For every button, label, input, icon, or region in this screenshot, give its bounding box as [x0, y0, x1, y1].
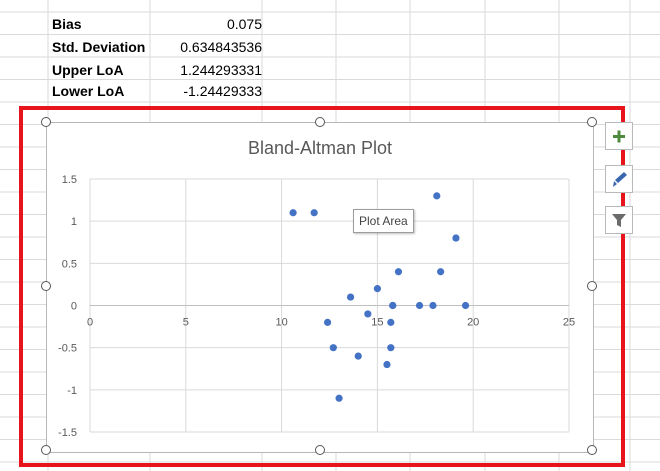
- bias-value[interactable]: 0.075: [226, 16, 262, 32]
- selection-highlight-box: [19, 106, 625, 467]
- chart-styles-button[interactable]: [605, 165, 633, 193]
- resize-handle-bottom-left[interactable]: [41, 445, 51, 455]
- y-tick-label: 1.5: [62, 174, 77, 186]
- chart-filters-button[interactable]: [605, 206, 633, 234]
- data-point[interactable]: [323, 318, 332, 326]
- std-deviation-label[interactable]: Std. Deviation: [52, 39, 146, 55]
- upper-loa-value[interactable]: 1.244293331: [180, 62, 262, 78]
- std-deviation-value[interactable]: 0.634843536: [180, 39, 262, 55]
- resize-handle-top[interactable]: [315, 117, 325, 127]
- data-point[interactable]: [437, 268, 445, 276]
- data-point[interactable]: [389, 301, 397, 310]
- resize-handle-bottom-right[interactable]: [587, 445, 597, 455]
- data-point[interactable]: [310, 209, 318, 217]
- filter-icon: [612, 214, 626, 227]
- data-point[interactable]: [452, 234, 460, 242]
- data-point[interactable]: [433, 192, 441, 200]
- data-point[interactable]: [364, 310, 372, 318]
- y-tick-label: -0.5: [58, 343, 77, 355]
- resize-handle-top-left[interactable]: [41, 117, 51, 127]
- data-point[interactable]: [383, 360, 391, 369]
- data-point[interactable]: [387, 344, 395, 352]
- data-point[interactable]: [429, 301, 437, 310]
- data-point[interactable]: [289, 209, 297, 217]
- y-tick-label: -1.5: [58, 427, 77, 439]
- chart-elements-button[interactable]: [605, 122, 633, 150]
- chart-title[interactable]: Bland-Altman Plot: [248, 138, 392, 158]
- resize-handle-left[interactable]: [41, 281, 51, 291]
- data-point[interactable]: [373, 285, 381, 293]
- x-tick-label: 20: [467, 317, 479, 329]
- plus-icon: [613, 130, 625, 143]
- bias-label[interactable]: Bias: [52, 16, 82, 32]
- data-point[interactable]: [394, 268, 403, 276]
- data-point[interactable]: [354, 352, 362, 360]
- data-point[interactable]: [335, 394, 343, 402]
- paintbrush-icon: [613, 172, 627, 187]
- x-tick-label: 5: [183, 317, 189, 329]
- data-point[interactable]: [387, 318, 395, 326]
- x-tick-label: 15: [371, 317, 383, 329]
- y-tick-label: 0.5: [62, 258, 77, 270]
- y-tick-label: -1: [67, 385, 77, 397]
- y-tick-label: 1: [71, 216, 77, 228]
- x-tick-label: 10: [275, 317, 287, 329]
- lower-loa-label[interactable]: Lower LoA: [52, 83, 125, 99]
- upper-loa-label[interactable]: Upper LoA: [52, 62, 124, 78]
- x-tick-label: 0: [87, 317, 93, 329]
- data-point[interactable]: [415, 301, 424, 310]
- data-point[interactable]: [346, 293, 355, 301]
- resize-handle-bottom[interactable]: [315, 445, 325, 455]
- plot-area-tooltip: Plot Area: [353, 209, 414, 233]
- data-point[interactable]: [461, 301, 470, 310]
- x-tick-label: 25: [563, 317, 575, 329]
- bland-altman-chart[interactable]: Bland-Altman Plot 1.5 1 0.5 0 -0.5 -1 -1.5 0 5 10 1…: [47, 123, 593, 452]
- chart-object[interactable]: Bland-Altman Plot 1.5 1 0.5 0 -0.5 -1 -1.5 0 5 10 1…: [46, 122, 594, 453]
- data-point[interactable]: [329, 344, 337, 352]
- y-tick-label: 0: [71, 301, 77, 313]
- resize-handle-right[interactable]: [587, 281, 597, 291]
- resize-handle-top-right[interactable]: [587, 117, 597, 127]
- lower-loa-value[interactable]: -1.24429333: [183, 83, 262, 99]
